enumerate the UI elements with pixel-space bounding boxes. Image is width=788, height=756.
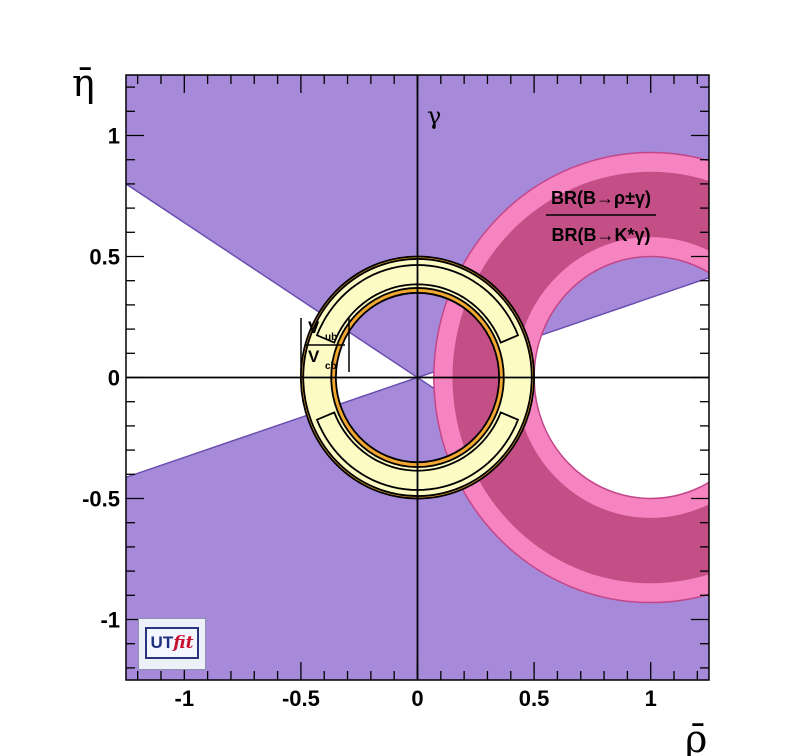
- vub-denominator: V: [308, 347, 320, 366]
- rho-gamma-ring-inner: [452, 171, 709, 584]
- logo-fit-text: fit: [173, 633, 194, 653]
- rho-gamma-label: BR(B→ρ±γ) BR(B→K*γ): [546, 188, 656, 245]
- vub-label: V ub V cb: [300, 318, 350, 372]
- y-tick-label: 1: [108, 124, 120, 149]
- axis-ticks: [126, 75, 709, 680]
- vub-contour-bottom: [315, 411, 520, 491]
- gamma-label: γ: [427, 102, 441, 130]
- x-tick-label: 1: [645, 686, 657, 711]
- rho-gamma-numerator: BR(B→ρ±γ): [551, 188, 651, 208]
- y-tick-label: 0: [108, 366, 120, 391]
- vub-numerator: V: [308, 318, 320, 337]
- axis-tick-labels: -1 -0.5 0 0.5 1 -1 -0.5 0 0.5 1: [82, 124, 657, 712]
- y-tick-label: -1: [100, 608, 120, 633]
- vub-contour-top: [315, 264, 520, 344]
- x-tick-label: -1: [175, 686, 195, 711]
- x-tick-label: 0.5: [519, 686, 550, 711]
- x-axis-title: ρ̄: [685, 717, 707, 756]
- y-axis-title: η̄: [72, 61, 95, 105]
- utfit-logo-badge: UT fit: [145, 627, 199, 659]
- x-tick-label: 0: [411, 686, 423, 711]
- logo-ut-text: UT: [150, 633, 174, 652]
- vub-denominator-sub: cb: [325, 361, 337, 372]
- utfit-logo: UT fit: [138, 618, 206, 670]
- y-tick-label: 0.5: [89, 245, 120, 270]
- rho-gamma-denominator: BR(B→K*γ): [552, 225, 651, 245]
- x-tick-label: -0.5: [282, 686, 320, 711]
- y-tick-label: -0.5: [82, 487, 120, 512]
- plot-area: [126, 75, 709, 680]
- vub-numerator-sub: ub: [325, 332, 337, 343]
